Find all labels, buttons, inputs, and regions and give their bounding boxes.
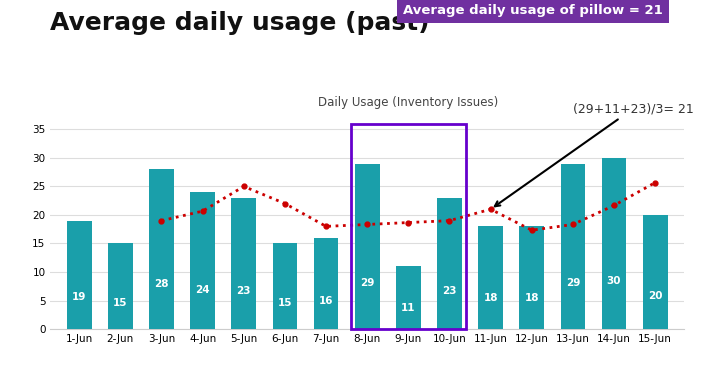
Text: (29+11+23)/3= 21: (29+11+23)/3= 21 [495, 102, 693, 206]
Bar [355, 163, 379, 329]
Text: Average daily usage (past): Average daily usage (past) [50, 11, 430, 35]
Bar [396, 266, 420, 329]
Text: 30: 30 [607, 276, 621, 286]
Text: 18: 18 [483, 294, 498, 303]
Text: 15: 15 [278, 298, 292, 308]
Text: 23: 23 [442, 286, 456, 296]
Bar [351, 124, 466, 329]
Text: 19: 19 [72, 292, 86, 302]
Text: 28: 28 [154, 279, 168, 289]
Bar [561, 163, 585, 329]
Text: 29: 29 [360, 278, 374, 288]
Text: 11: 11 [401, 303, 415, 313]
Text: Average daily usage of pillow = 21: Average daily usage of pillow = 21 [403, 4, 663, 17]
Bar [273, 243, 297, 329]
Bar [643, 215, 667, 329]
Text: 16: 16 [319, 296, 333, 306]
Text: 20: 20 [648, 291, 662, 301]
Bar [519, 226, 544, 329]
Bar [231, 198, 256, 329]
Text: 15: 15 [113, 298, 127, 308]
Text: Daily Usage (Inventory Issues): Daily Usage (Inventory Issues) [318, 96, 498, 109]
Bar [478, 226, 503, 329]
Text: 29: 29 [566, 278, 580, 288]
Bar [108, 243, 132, 329]
Bar [437, 198, 462, 329]
Text: 24: 24 [195, 285, 210, 295]
Bar [149, 169, 174, 329]
Bar [314, 238, 338, 329]
Bar [67, 221, 91, 329]
Text: 18: 18 [525, 294, 539, 303]
Bar [190, 192, 215, 329]
Text: 23: 23 [237, 286, 251, 296]
Bar [602, 158, 626, 329]
